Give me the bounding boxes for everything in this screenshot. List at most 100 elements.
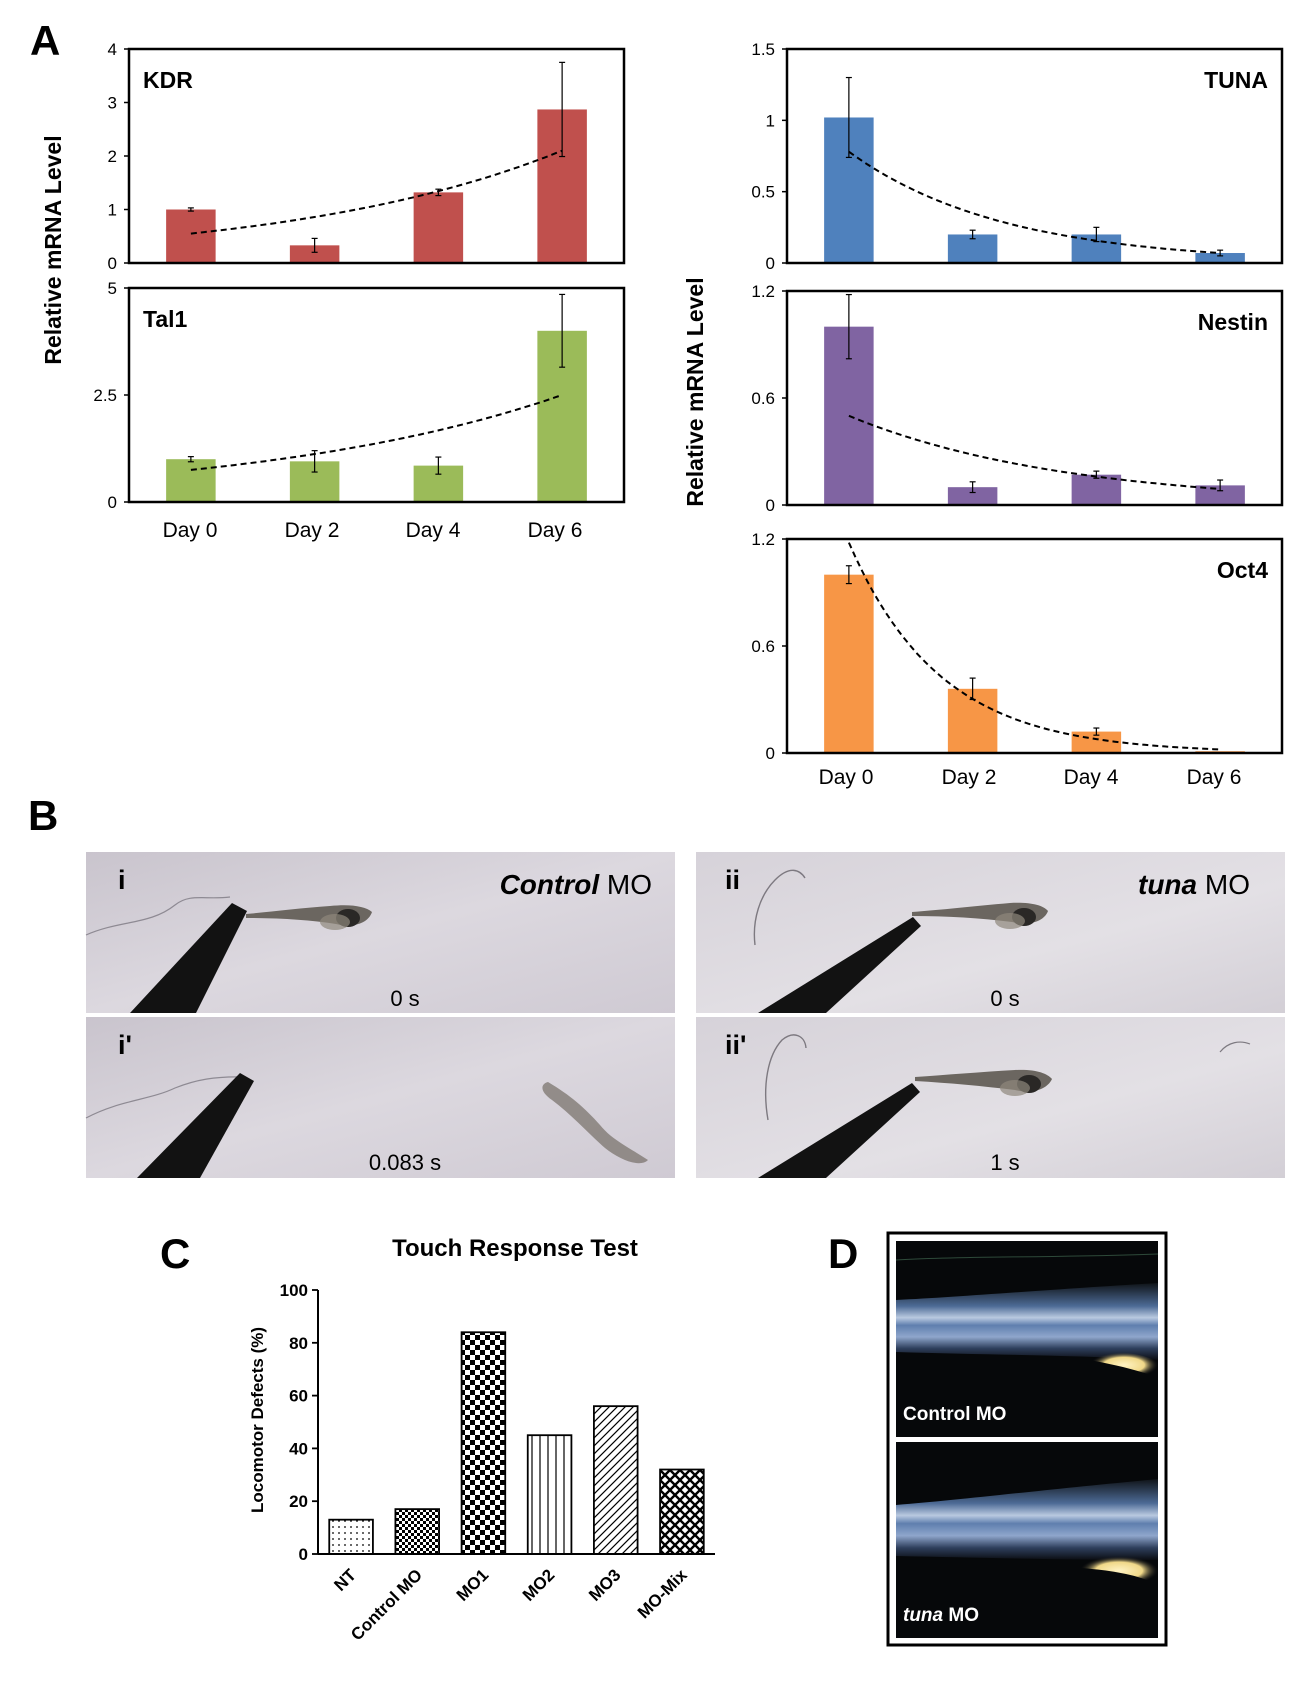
error-bar-tal1-0 <box>187 456 194 463</box>
y-tick-label: 0.6 <box>751 389 775 408</box>
error-bar-kdr-3 <box>559 61 566 158</box>
y-tick-label: 2.5 <box>93 386 117 405</box>
category-label-day4: Day 4 <box>406 519 461 542</box>
photo-tuna-0s <box>696 852 1285 1013</box>
error-bar-tal1-2 <box>435 456 442 475</box>
error-bar-kdr-0 <box>187 207 194 212</box>
error-bar-tuna-3 <box>1217 249 1224 257</box>
bar-kdr-0 <box>166 209 216 263</box>
y-tick-label: 0 <box>108 493 117 512</box>
error-bar-kdr-1 <box>311 237 318 253</box>
category-label-day6: Day 6 <box>1187 766 1242 789</box>
chart-title: Touch Response Test <box>392 1235 638 1262</box>
x-tick-label: MO1 <box>453 1565 492 1604</box>
category-label-day0: Day 0 <box>819 766 874 789</box>
panel-letter-b: B <box>28 792 58 839</box>
bar-control-mo <box>394 1508 440 1555</box>
panel-a-left-category-labels: Day 0 Day 2 Day 4 Day 6 <box>163 519 583 542</box>
photo-time-i-prime: 0.083 s <box>369 1150 441 1175</box>
tail-icon <box>896 1283 1158 1360</box>
panel-letter-a: A <box>30 17 60 64</box>
bar-mo-mix <box>659 1468 705 1555</box>
panel-a-right-ylabel: Relative mRNA Level <box>682 277 708 506</box>
photo-tag-tuna-mo: tuna MO <box>1138 869 1250 900</box>
panel-letter-d: D <box>828 1230 858 1277</box>
x-tick-label: NT <box>330 1565 360 1595</box>
y-tick-label: 20 <box>289 1492 308 1511</box>
trendline-kdr <box>190 149 563 235</box>
y-tick-label: 1 <box>108 201 117 220</box>
y-tick-label: 1.2 <box>751 530 775 549</box>
y-tick-label: 60 <box>289 1387 308 1406</box>
chart-tuna: 0 0.5 1 1.5 TUNA <box>751 40 1284 273</box>
bar-oct4-0 <box>824 574 874 753</box>
photo-tag-control-italic: Control <box>500 869 601 900</box>
chart-tal1: 0 2.5 5 Tal1 <box>93 279 626 512</box>
panel-letter-c: C <box>160 1230 190 1277</box>
y-tick-label: 0 <box>766 496 775 515</box>
photo-control-0s <box>85 852 675 1013</box>
trendline-nestin <box>848 414 1221 490</box>
bar-nestin-3 <box>1195 485 1245 505</box>
pipette-icon <box>130 903 247 1013</box>
chart-title: KDR <box>143 67 193 93</box>
label-tuna-mo: tuna MO <box>903 1605 979 1626</box>
trendline-tal1 <box>190 394 563 471</box>
motion-blur-larva-icon <box>542 1082 648 1164</box>
y-tick-label: 1.2 <box>751 282 775 301</box>
y-tick-label: 3 <box>108 94 117 113</box>
plot-frame <box>785 47 1284 265</box>
y-tick-label: 0 <box>766 254 775 273</box>
y-tick-label: 1 <box>766 111 775 130</box>
photo-tail-tuna-mo <box>896 1442 1158 1638</box>
label-tuna-italic: tuna <box>903 1605 944 1626</box>
trendline-oct4 <box>847 542 1221 751</box>
photo-tail-control-mo <box>895 1241 1159 1437</box>
chart-kdr: 0 1 2 3 4 KDR <box>108 40 626 273</box>
y-tick-label: 0 <box>766 744 775 763</box>
bar-kdr-1 <box>289 245 340 263</box>
category-label-day0: Day 0 <box>163 519 218 542</box>
panel-a-left-ylabel: Relative mRNA Level <box>40 135 66 364</box>
error-bar-tuna-0 <box>845 76 852 159</box>
bar-kdr-2 <box>413 192 464 263</box>
error-bar-oct4-2 <box>1093 727 1100 736</box>
photo-control-0083s <box>85 1017 675 1178</box>
bar-mo2 <box>526 1434 573 1555</box>
bar-nestin-1 <box>947 487 998 505</box>
x-tick-label: MO3 <box>585 1565 624 1604</box>
category-label-day2: Day 2 <box>285 519 340 542</box>
photo-label-ii: ii <box>725 865 740 895</box>
chart-title: Nestin <box>1198 309 1268 335</box>
photo-label-i: i <box>118 865 126 895</box>
y-tick-label: 100 <box>280 1281 308 1300</box>
y-tick-label: 80 <box>289 1334 308 1353</box>
tail-icon <box>896 1479 1158 1560</box>
y-axis-label: Locomotor Defects (%) <box>248 1327 267 1513</box>
photo-tuna-1s <box>696 1017 1285 1178</box>
bar-mo1 <box>460 1331 507 1555</box>
panel-a-right-category-labels: Day 0 Day 2 Day 4 Day 6 <box>819 766 1242 789</box>
error-bar-oct4-0 <box>845 565 852 585</box>
error-bar-tal1-3 <box>559 293 566 368</box>
photo-time-ii: 0 s <box>990 986 1019 1011</box>
error-bar-nestin-0 <box>845 293 852 360</box>
photo-time-i: 0 s <box>390 986 419 1011</box>
bar-mo3 <box>593 1405 639 1555</box>
label-tuna-rest: MO <box>943 1605 979 1626</box>
x-tick-label: Control MO <box>347 1565 426 1644</box>
y-tick-label: 2 <box>108 147 117 166</box>
category-label-day2: Day 2 <box>942 766 997 789</box>
x-tick-label: MO-Mix <box>634 1565 691 1622</box>
chart-title: Tal1 <box>143 306 188 332</box>
y-tick-label: 1.5 <box>751 40 775 59</box>
chart-title: TUNA <box>1204 67 1268 93</box>
chart-nestin: 0 0.6 1.2 Nestin <box>751 282 1284 515</box>
bar-tal1-0 <box>166 459 216 502</box>
photo-label-ii-prime: ii' <box>725 1030 746 1060</box>
photo-label-i-prime: i' <box>118 1030 132 1060</box>
photo-tag-control-rest: MO <box>599 869 652 900</box>
error-bar-nestin-1 <box>969 481 976 494</box>
error-bar-tuna-1 <box>969 229 976 240</box>
